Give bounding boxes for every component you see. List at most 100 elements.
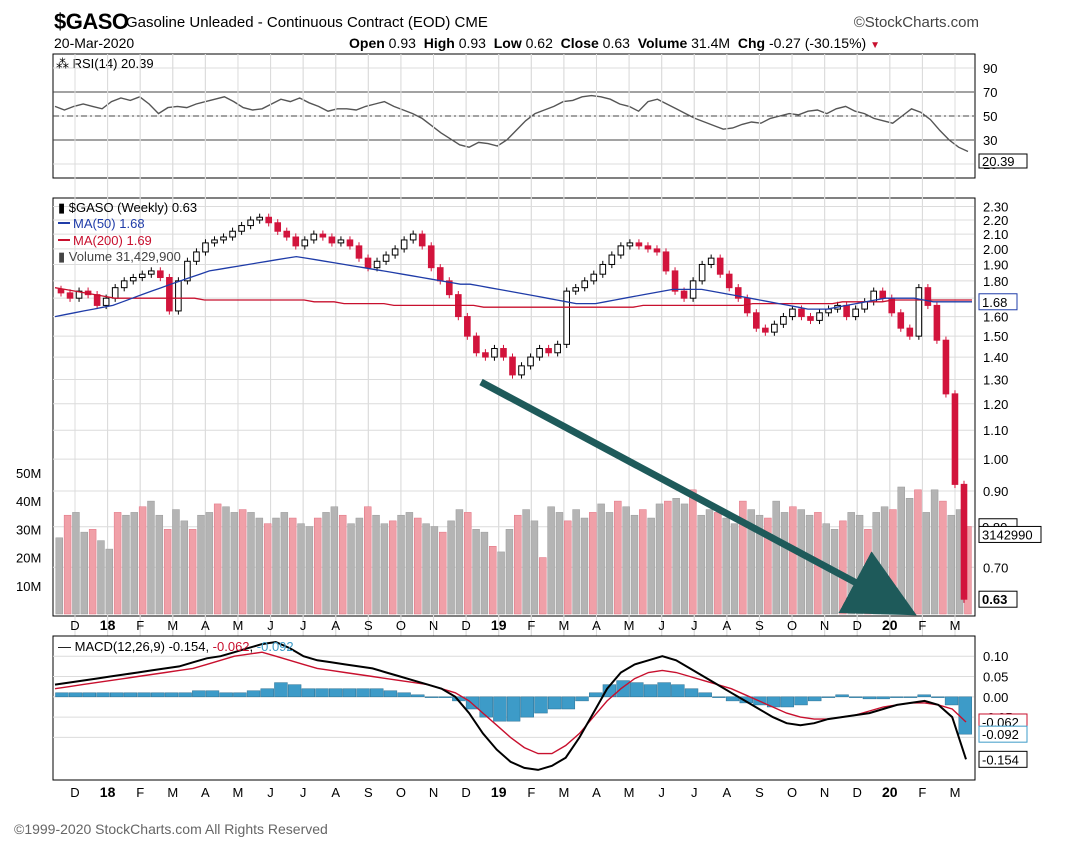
histogram-bar bbox=[890, 696, 904, 698]
price-tick-label: 0.90 bbox=[983, 484, 1008, 499]
down-arrow-icon: ▼ bbox=[870, 40, 881, 51]
volume-bar bbox=[63, 514, 72, 615]
macd-tick-label: 0.00 bbox=[983, 690, 1008, 705]
volume-tick-label: 40M bbox=[16, 494, 41, 509]
histogram-bar bbox=[944, 696, 959, 706]
volume-bar bbox=[772, 500, 780, 615]
volume-bar bbox=[197, 514, 205, 615]
volume-tick-label: 30M bbox=[16, 522, 41, 537]
price-tick-label: 2.10 bbox=[983, 227, 1008, 242]
volume-bar bbox=[414, 517, 422, 615]
rsi-tick-label: 70 bbox=[983, 85, 997, 100]
quote-date: 20-Mar-2020 bbox=[54, 35, 135, 51]
volume-bar bbox=[330, 506, 339, 615]
candle-body bbox=[346, 239, 354, 247]
volume-bar bbox=[497, 551, 505, 615]
volume-bar bbox=[689, 489, 697, 615]
histogram-bar bbox=[315, 688, 329, 698]
candle-body bbox=[762, 327, 769, 333]
close-value: 0.63 bbox=[602, 35, 630, 51]
volume-bar bbox=[222, 506, 230, 615]
x-axis-label: S bbox=[755, 785, 764, 800]
volume-bar bbox=[564, 520, 572, 615]
x-axis-label: A bbox=[331, 618, 340, 633]
candle-body bbox=[798, 308, 805, 318]
macd-line bbox=[54, 640, 967, 771]
rsi-value-badge: 20.39 bbox=[978, 153, 1028, 169]
candle-body bbox=[310, 233, 318, 241]
volume-bar bbox=[439, 531, 447, 615]
candle-body bbox=[193, 251, 200, 262]
volume-bar bbox=[55, 537, 63, 615]
x-axis-label: N bbox=[429, 785, 438, 800]
candle-body bbox=[509, 356, 516, 376]
candle-body bbox=[373, 260, 381, 269]
x-axis-label: J bbox=[267, 618, 274, 633]
candle-body bbox=[400, 239, 408, 250]
ma200-legend: MA(200) 1.69 bbox=[73, 233, 152, 248]
volume-bar bbox=[555, 512, 564, 615]
price-legend: ▮ $GASO (Weekly) 0.63 MA(50) 1.68 MA(200… bbox=[58, 200, 197, 264]
candle-body bbox=[680, 290, 688, 299]
histogram-bar bbox=[493, 696, 507, 722]
volume-legend: ▮ Volume 31,429,900 bbox=[58, 249, 181, 264]
volume-bar bbox=[238, 509, 247, 615]
candle-body bbox=[698, 263, 706, 282]
volume-bar bbox=[914, 489, 922, 615]
candle-body bbox=[418, 233, 426, 247]
histogram-bar bbox=[547, 696, 562, 710]
candle-body bbox=[942, 339, 950, 395]
histogram-bar bbox=[534, 696, 548, 714]
candle-body bbox=[644, 245, 652, 250]
price-badge-box bbox=[978, 590, 1018, 608]
candle-body bbox=[608, 254, 616, 265]
candle-body bbox=[364, 257, 372, 269]
stockcharts-logo[interactable]: ©StockCharts.com bbox=[853, 14, 979, 31]
histogram-bar bbox=[643, 684, 658, 698]
volume-bar bbox=[580, 517, 589, 615]
volume-bar bbox=[805, 514, 814, 615]
histogram-bar bbox=[520, 696, 534, 718]
volume-bar bbox=[705, 509, 714, 615]
volume-y-axis: 10M 20M 30M 40M 50M bbox=[16, 466, 41, 594]
x-axis-label: A bbox=[331, 785, 340, 800]
candle-body bbox=[220, 236, 227, 241]
x-axis-label: A bbox=[201, 785, 210, 800]
histogram-bar bbox=[835, 694, 849, 698]
histogram-bar bbox=[849, 696, 863, 698]
candle-body bbox=[292, 236, 300, 247]
candle-body bbox=[599, 263, 607, 275]
volume-bar bbox=[380, 523, 389, 615]
signal-legend-value: -0.062 bbox=[213, 639, 250, 654]
candle-body bbox=[238, 225, 245, 232]
rsi-legend-icon: ⁂ bbox=[56, 56, 73, 71]
volume-bar bbox=[797, 509, 805, 615]
histogram-bar bbox=[411, 694, 425, 698]
x-axis-label: J bbox=[658, 785, 665, 800]
volume-bar bbox=[697, 514, 705, 615]
histogram-bar bbox=[589, 692, 603, 698]
candle-body bbox=[337, 239, 345, 244]
exchange-label: CME bbox=[454, 14, 488, 31]
candle-body bbox=[427, 245, 435, 269]
x-axis-label: J bbox=[300, 618, 307, 633]
volume-bar bbox=[930, 489, 939, 615]
price-tick-label: 2.00 bbox=[983, 242, 1008, 257]
candle-body bbox=[852, 308, 859, 318]
x-axis-label: M bbox=[950, 785, 961, 800]
volume-bar bbox=[505, 529, 514, 615]
rsi-series-line bbox=[54, 94, 969, 153]
histogram-bar bbox=[575, 696, 589, 702]
volume-bar bbox=[180, 520, 189, 615]
histogram-bar bbox=[137, 692, 151, 698]
x-axis-label: N bbox=[820, 785, 829, 800]
x-axis-label: O bbox=[396, 618, 406, 633]
volume-bar bbox=[347, 523, 355, 615]
volume-bar bbox=[839, 520, 847, 615]
chg-label: Chg bbox=[737, 35, 766, 51]
volume-bar bbox=[213, 503, 222, 615]
histogram-bar bbox=[192, 690, 206, 698]
price-tick-label: 2.30 bbox=[983, 200, 1008, 215]
volume-bar bbox=[489, 546, 497, 615]
